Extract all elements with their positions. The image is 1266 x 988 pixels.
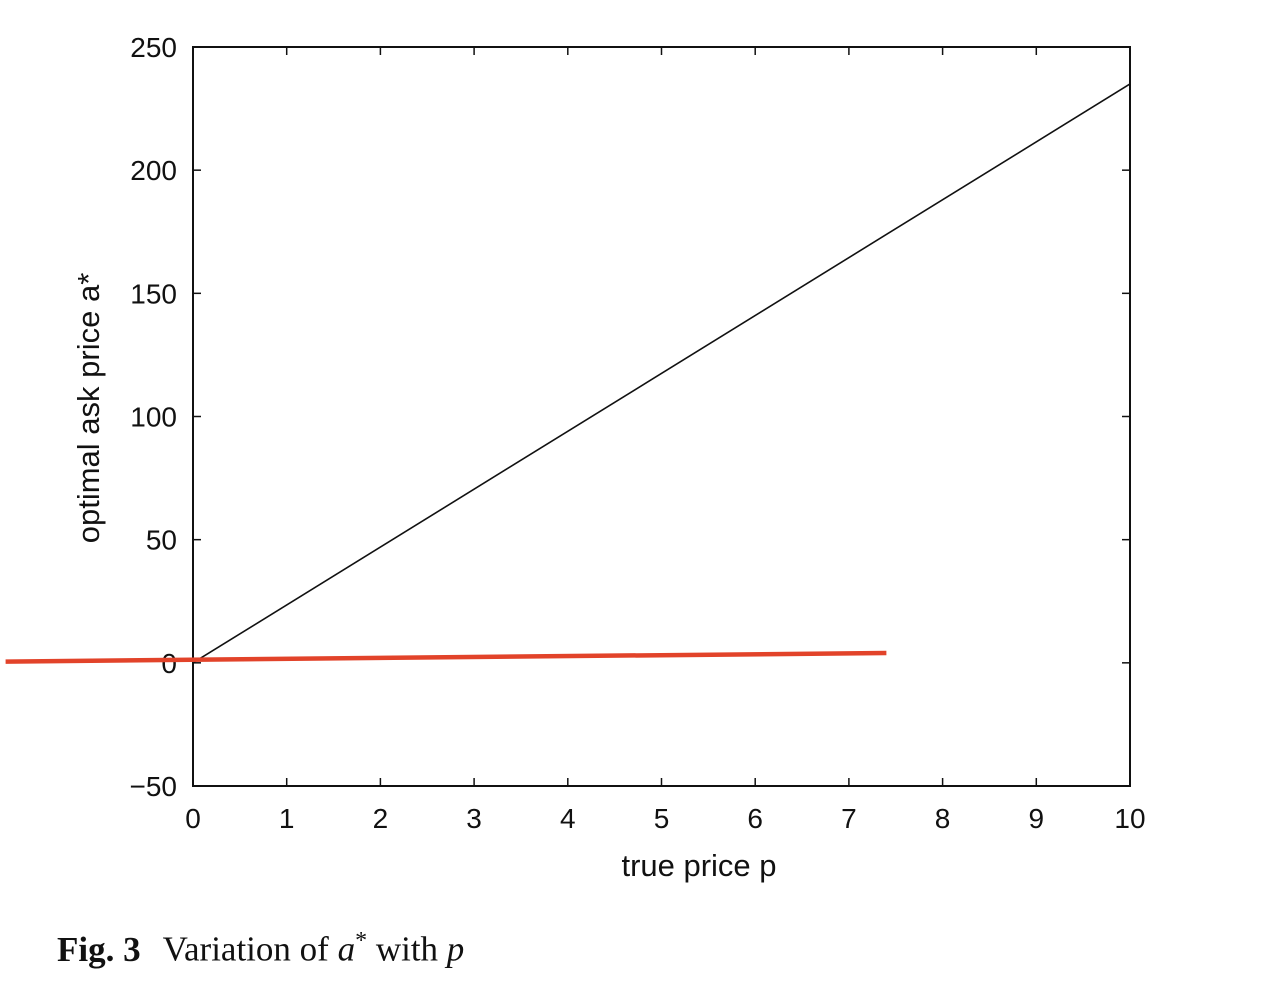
caption-superscript: *: [355, 928, 368, 954]
caption-text: Variation of: [162, 929, 338, 969]
x-axis-label: true price p: [621, 848, 776, 883]
plot-area-border: [192, 46, 1131, 787]
x-tick-label: 8: [935, 803, 951, 834]
x-tick-label: 6: [747, 803, 763, 834]
figure-number: Fig. 3: [57, 929, 141, 969]
y-tick-label: −50: [130, 771, 178, 802]
y-tick-label: 150: [130, 278, 177, 309]
plot-frame: [192, 46, 1131, 787]
x-tick-label: 9: [1029, 803, 1045, 834]
annotation-layer: [5, 650, 887, 664]
x-tick-label: 5: [654, 803, 670, 834]
y-tick-label: 0: [161, 648, 177, 679]
y-tick-label: 50: [146, 525, 177, 556]
x-tick-label: 10: [1114, 803, 1145, 834]
x-tick-label: 0: [185, 803, 201, 834]
y-tick-label: 100: [130, 402, 177, 433]
x-tick-label: 3: [466, 803, 482, 834]
series-layer: [192, 83, 1131, 664]
x-tick-label: 4: [560, 803, 576, 834]
y-tick-label: 250: [130, 32, 177, 63]
x-tick-label: 2: [373, 803, 389, 834]
y-tick-label: 200: [130, 155, 177, 186]
y-axis-label: optimal ask price a*: [71, 273, 106, 544]
x-tick-label: 7: [841, 803, 857, 834]
caption-symbol-p: p: [446, 929, 465, 969]
figure-caption: Fig. 3 Variation of a* with p: [57, 928, 464, 970]
red-overlay-line: [5, 650, 887, 664]
x-tick-label: 1: [279, 803, 295, 834]
caption-text-middle: with: [367, 929, 447, 969]
series-line: [192, 83, 1131, 664]
caption-symbol-a: a: [337, 929, 356, 969]
